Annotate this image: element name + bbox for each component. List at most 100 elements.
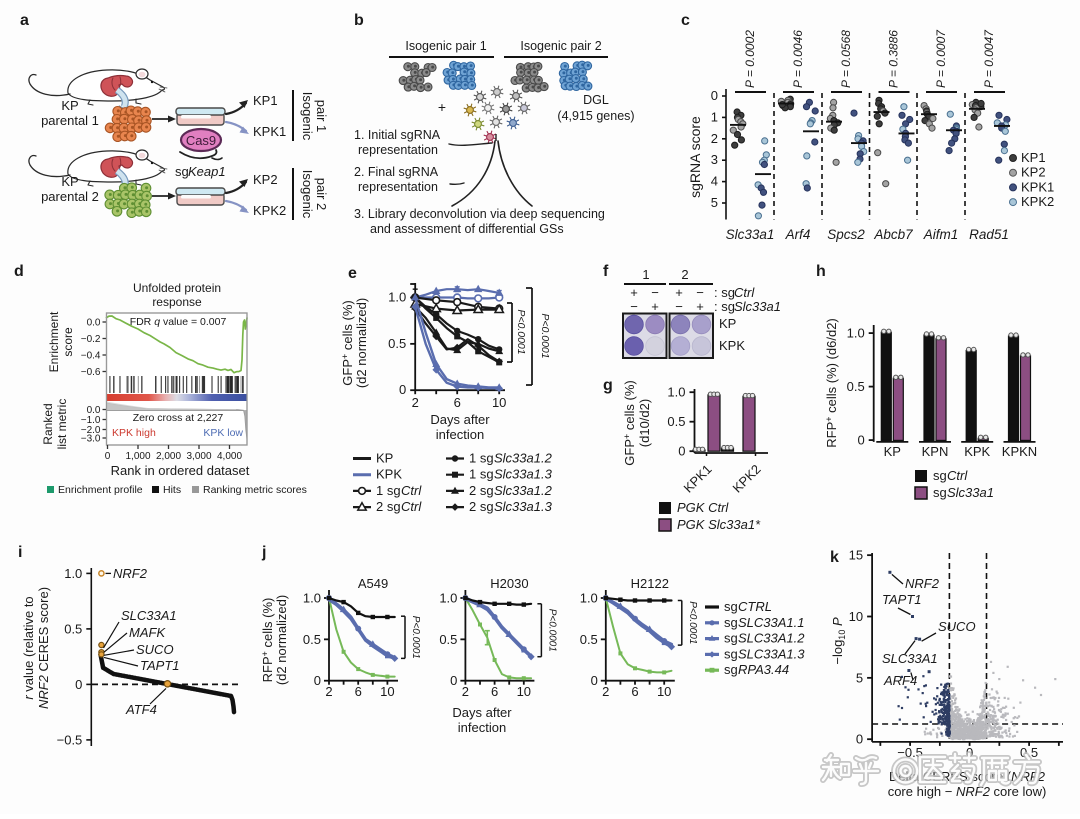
svg-text:1.0: 1.0 bbox=[439, 591, 457, 606]
svg-text:2 sg: 2 sg bbox=[469, 483, 494, 498]
svg-text:5: 5 bbox=[856, 670, 863, 685]
svg-text:Ctrl: Ctrl bbox=[401, 499, 422, 514]
svg-text:1.0: 1.0 bbox=[847, 326, 865, 341]
svg-text:0.0: 0.0 bbox=[87, 405, 101, 416]
svg-text:−0.2: −0.2 bbox=[81, 334, 101, 345]
svg-text:SLC33A1.3: SLC33A1.3 bbox=[738, 646, 805, 661]
svg-text:Slc33a1: Slc33a1 bbox=[734, 299, 781, 314]
svg-text:FDR q value = 0.007: FDR q value = 0.007 bbox=[130, 316, 227, 328]
svg-text:H2030: H2030 bbox=[490, 576, 528, 591]
svg-text:score: score bbox=[61, 327, 75, 357]
svg-text:−2.0: −2.0 bbox=[81, 425, 101, 436]
svg-text:pair 2: pair 2 bbox=[314, 178, 329, 211]
svg-text:KPK: KPK bbox=[719, 338, 745, 353]
svg-text:1 sg: 1 sg bbox=[469, 451, 494, 466]
svg-text:6: 6 bbox=[454, 395, 461, 410]
svg-text:sgRNA score: sgRNA score bbox=[687, 116, 703, 198]
svg-text:1.0: 1.0 bbox=[303, 591, 321, 606]
svg-text:Cas9: Cas9 bbox=[186, 133, 216, 148]
svg-text:−0.5: −0.5 bbox=[897, 745, 923, 760]
svg-text:2,000: 2,000 bbox=[156, 451, 181, 462]
svg-text:response: response bbox=[152, 295, 202, 309]
svg-text:−0.6: −0.6 bbox=[81, 367, 101, 378]
svg-text:1: 1 bbox=[711, 109, 718, 124]
svg-text:4: 4 bbox=[711, 174, 718, 189]
svg-text:0.5: 0.5 bbox=[64, 621, 82, 636]
svg-text:−: − bbox=[651, 285, 659, 300]
svg-text:H2122: H2122 bbox=[631, 576, 669, 591]
svg-text:−0.4: −0.4 bbox=[81, 351, 101, 362]
svg-text:+: + bbox=[651, 299, 659, 314]
svg-text:Enrichment: Enrichment bbox=[47, 311, 61, 372]
svg-text:h: h bbox=[816, 263, 826, 280]
svg-text:parental 1: parental 1 bbox=[41, 113, 99, 128]
svg-text:DGL: DGL bbox=[583, 93, 609, 107]
svg-text:P = 0.0568: P = 0.0568 bbox=[839, 30, 853, 88]
svg-text:P<0.0001: P<0.0001 bbox=[687, 601, 698, 644]
svg-text:KPK low: KPK low bbox=[203, 427, 243, 439]
svg-text:0.5: 0.5 bbox=[439, 632, 457, 647]
svg-text:1. Initial sgRNA: 1. Initial sgRNA bbox=[354, 128, 441, 142]
svg-text:SLC33A1: SLC33A1 bbox=[121, 608, 177, 623]
svg-text:KPN: KPN bbox=[922, 444, 949, 459]
svg-text:KP1: KP1 bbox=[253, 93, 278, 108]
svg-text:RPA3.44: RPA3.44 bbox=[738, 662, 789, 677]
svg-text:Slc33a1: Slc33a1 bbox=[947, 485, 994, 500]
svg-text:P = 0.0002: P = 0.0002 bbox=[743, 30, 757, 88]
svg-text:+: + bbox=[438, 99, 446, 115]
svg-text:Slc33a1.3: Slc33a1.3 bbox=[494, 467, 553, 482]
svg-text:KP: KP bbox=[884, 444, 901, 459]
svg-text:KP: KP bbox=[61, 174, 78, 189]
svg-text:Rank in ordered dataset: Rank in ordered dataset bbox=[111, 463, 250, 478]
svg-text:TAPT1: TAPT1 bbox=[882, 592, 922, 607]
svg-text:Isogenic pair 2: Isogenic pair 2 bbox=[520, 39, 601, 53]
svg-text:10: 10 bbox=[849, 609, 863, 624]
svg-text:P = 0.0047: P = 0.0047 bbox=[982, 29, 996, 88]
svg-text:list metric: list metric bbox=[55, 399, 69, 450]
svg-text:KPK high: KPK high bbox=[112, 427, 156, 439]
svg-text:sg: sg bbox=[933, 485, 947, 500]
svg-text:0: 0 bbox=[75, 677, 82, 692]
svg-text:2. Final sgRNA: 2. Final sgRNA bbox=[354, 165, 439, 179]
svg-text:2: 2 bbox=[681, 267, 688, 282]
svg-text:KPK2: KPK2 bbox=[1021, 194, 1054, 209]
svg-text:Isogenic pair 1: Isogenic pair 1 bbox=[405, 39, 486, 53]
svg-text:Days after: Days after bbox=[452, 705, 512, 720]
svg-text:0.5: 0.5 bbox=[667, 414, 685, 429]
svg-text:Keap1: Keap1 bbox=[188, 164, 226, 179]
svg-text:(4,915 genes): (4,915 genes) bbox=[557, 109, 634, 123]
svg-text:0: 0 bbox=[591, 673, 598, 688]
svg-text:+: + bbox=[675, 285, 683, 300]
svg-text:0: 0 bbox=[711, 88, 718, 103]
svg-text:: sg: : sg bbox=[714, 299, 735, 314]
svg-text:SUCO: SUCO bbox=[136, 642, 174, 657]
svg-text:RFP+ cells (%) (d6/d2): RFP+ cells (%) (d6/d2) bbox=[824, 318, 839, 448]
svg-text:P<0.0001: P<0.0001 bbox=[546, 609, 557, 652]
svg-text:representation: representation bbox=[358, 143, 438, 157]
svg-text:g: g bbox=[603, 377, 613, 394]
svg-text:KP1: KP1 bbox=[1021, 150, 1046, 165]
svg-text:1.0: 1.0 bbox=[580, 591, 598, 606]
svg-text:KPK1: KPK1 bbox=[1021, 179, 1054, 194]
svg-text:Slc33a1.3: Slc33a1.3 bbox=[494, 499, 553, 514]
svg-text:NRF2: NRF2 bbox=[905, 576, 940, 591]
svg-text:KP2: KP2 bbox=[1021, 165, 1046, 180]
svg-text:1: 1 bbox=[642, 267, 649, 282]
svg-text:sg: sg bbox=[724, 631, 738, 646]
svg-text:P = 0.3886: P = 0.3886 bbox=[887, 30, 901, 88]
svg-text:KPKN: KPKN bbox=[1002, 444, 1037, 459]
svg-text:−3.0: −3.0 bbox=[81, 434, 101, 445]
svg-text:TAPT1: TAPT1 bbox=[140, 658, 180, 673]
svg-text:KP: KP bbox=[719, 316, 736, 331]
svg-text:2: 2 bbox=[325, 684, 332, 699]
svg-text:−1.0: −1.0 bbox=[81, 415, 101, 426]
svg-text:Ranking metric scores: Ranking metric scores bbox=[203, 484, 307, 496]
svg-text:Spcs2: Spcs2 bbox=[827, 227, 865, 242]
svg-text:0: 0 bbox=[450, 673, 457, 688]
svg-text:A549: A549 bbox=[358, 576, 388, 591]
svg-text:: sg: : sg bbox=[714, 285, 735, 300]
svg-text:KPK2: KPK2 bbox=[253, 203, 286, 218]
svg-text:k: k bbox=[830, 549, 839, 566]
svg-text:10: 10 bbox=[517, 684, 531, 699]
svg-text:sg: sg bbox=[724, 662, 738, 677]
